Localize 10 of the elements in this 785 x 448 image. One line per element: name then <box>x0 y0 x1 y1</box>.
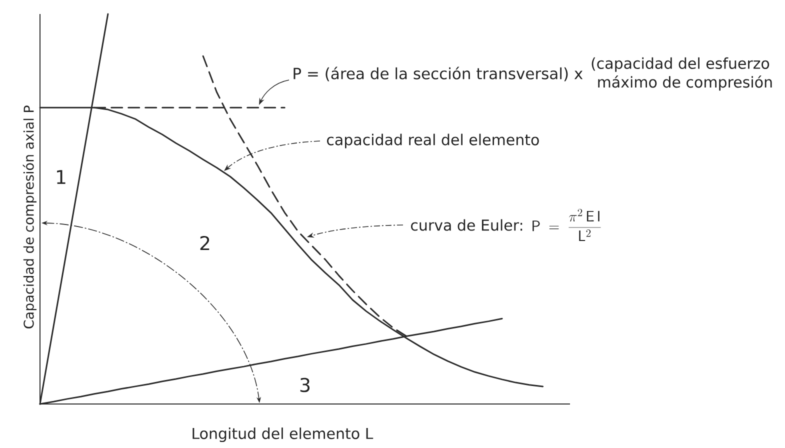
annotation: 3 <box>300 378 310 392</box>
annotation: P = (área de la sección transversal) x <box>294 66 583 82</box>
text: (capacidad del esfuerzo máximo de compresión <box>592 57 772 91</box>
annotation: 1 <box>57 170 66 184</box>
y-axis-title: Capacidad de compresión axial P <box>22 106 36 328</box>
annotation: capacidad real del elemento <box>327 134 539 148</box>
annotation: curva de Euler: <box>411 219 522 231</box>
x-axis-title: Longitud del elemento L <box>192 428 374 442</box>
annotation: 2 <box>200 236 210 250</box>
annotation: $\mathsf{P}\;=\;\frac{\pi^{2}\,\mathsf{E\,I}}{\mathsf{L}^{2}}$ <box>532 208 601 241</box>
